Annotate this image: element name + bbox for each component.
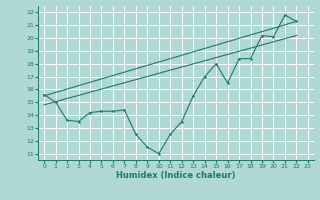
X-axis label: Humidex (Indice chaleur): Humidex (Indice chaleur)	[116, 171, 236, 180]
